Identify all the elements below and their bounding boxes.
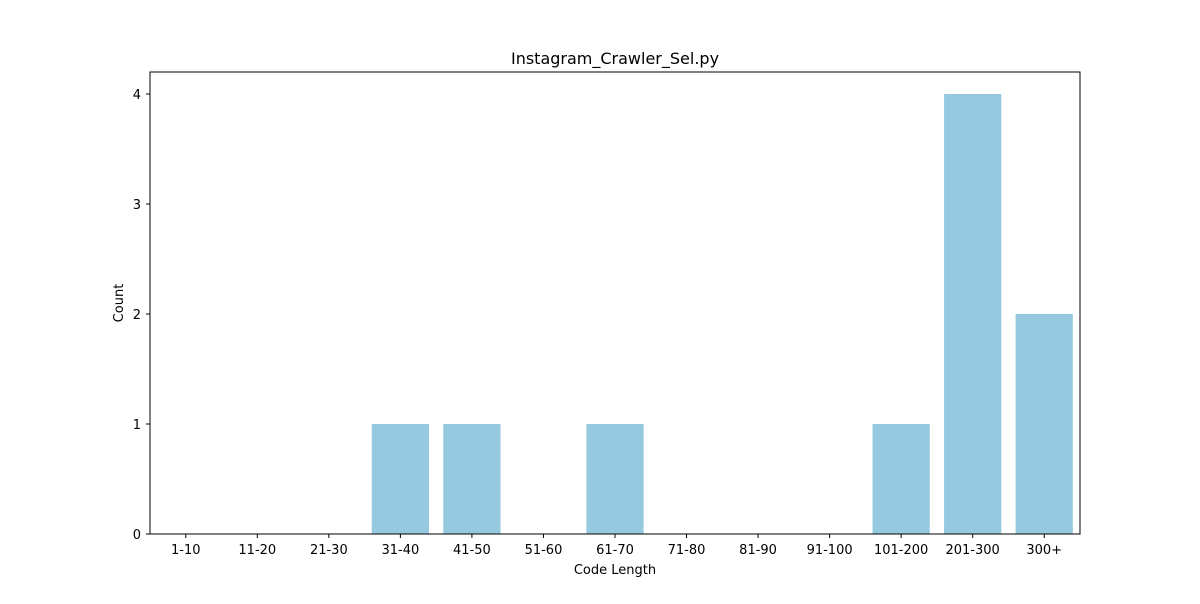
x-axis-label: Code Length [574, 563, 656, 578]
x-tick-label: 91-100 [807, 543, 853, 558]
y-tick-label: 2 [133, 308, 141, 323]
x-tick-label: 21-30 [310, 543, 348, 558]
y-tick-label: 3 [133, 198, 141, 213]
x-tick-label: 51-60 [525, 543, 563, 558]
x-tick-label: 81-90 [739, 543, 777, 558]
y-tick-label: 1 [133, 418, 141, 433]
x-tick-label: 101-200 [874, 543, 928, 558]
x-tick-label: 71-80 [668, 543, 706, 558]
bar-101-200 [872, 424, 930, 534]
x-tick-label: 201-300 [946, 543, 1000, 558]
x-tick-label: 31-40 [381, 543, 419, 558]
plot-frame [149, 71, 1081, 535]
x-axis-ticks: 1-10 11-20 21-30 31-40 41-50 51-60 61-70 71-80 8… [171, 534, 1062, 558]
y-tick-label: 4 [133, 88, 141, 103]
x-tick-label: 11-20 [238, 543, 276, 558]
chart-title: Instagram_Crawler_Sel.py [511, 49, 719, 69]
y-tick-label: 0 [133, 528, 141, 543]
bars-layer [371, 94, 1073, 534]
bar-61-70 [586, 424, 644, 534]
x-tick-label: 41-50 [453, 543, 491, 558]
x-tick-label: 1-10 [171, 543, 201, 558]
bar-31-40 [371, 424, 429, 534]
x-tick-label: 300+ [1026, 543, 1062, 558]
bar-201-300 [944, 94, 1002, 534]
bar-300+ [1015, 314, 1073, 534]
y-axis-label: Count [112, 284, 127, 323]
bar-41-50 [443, 424, 501, 534]
x-tick-label: 61-70 [596, 543, 634, 558]
y-axis-ticks: 0 1 2 3 4 [133, 88, 150, 543]
